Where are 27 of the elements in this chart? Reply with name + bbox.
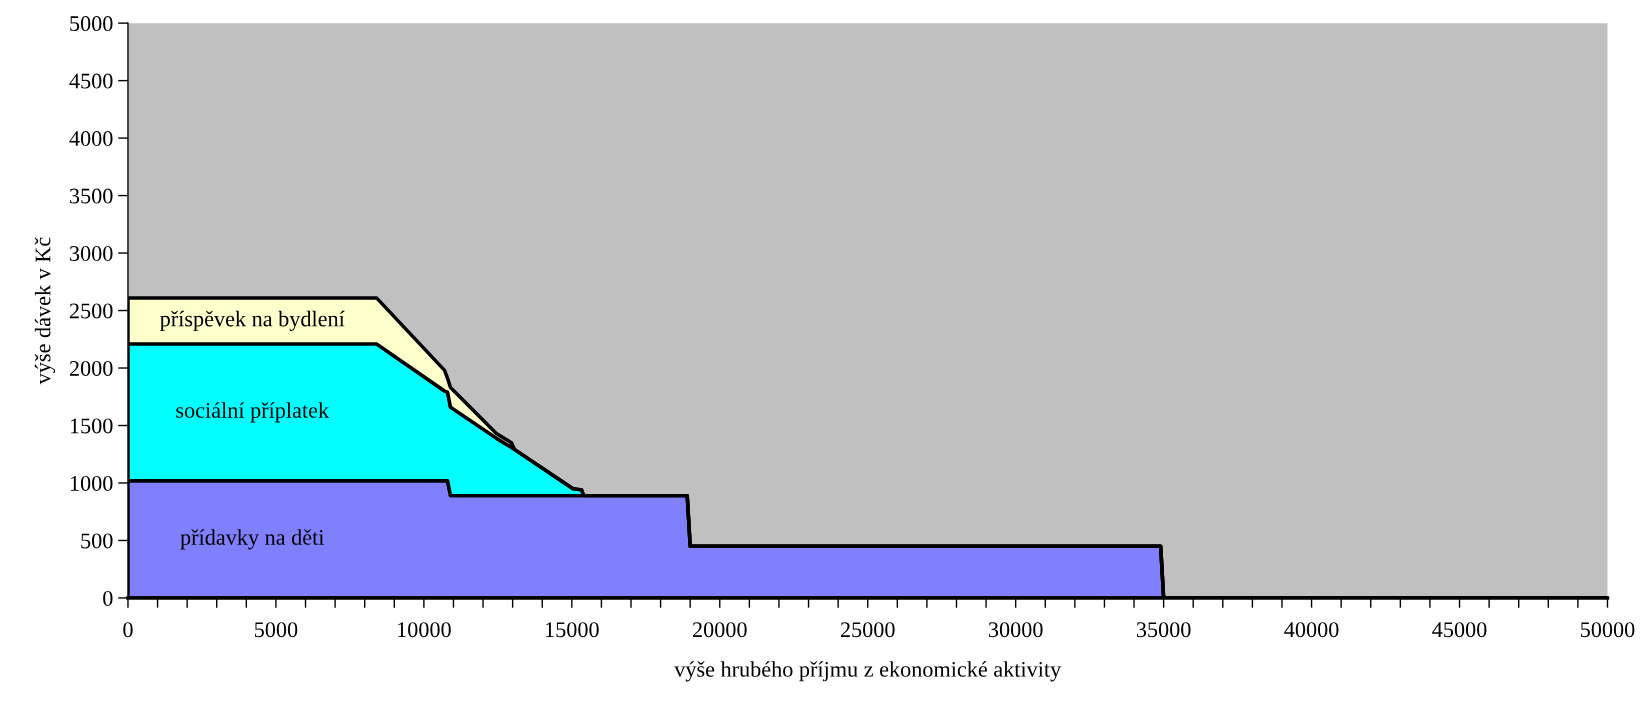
y-tick-label: 1500 xyxy=(70,418,113,434)
y-tick-label: 5000 xyxy=(70,16,113,32)
y-tick-label: 4500 xyxy=(69,73,113,89)
y-tick-label: 2000 xyxy=(69,360,113,376)
y-tick-label: 3000 xyxy=(70,245,113,261)
x-tick-label: 25000 xyxy=(840,622,895,638)
y-axis-title: výše dávek v Kč xyxy=(34,237,56,385)
y-tick-label: 3500 xyxy=(70,188,113,204)
x-tick-label: 35000 xyxy=(1136,622,1191,638)
x-tick-label: 45000 xyxy=(1432,622,1487,638)
x-tick-label: 0 xyxy=(123,622,133,638)
y-tick-label: 2500 xyxy=(69,303,113,319)
x-tick-label: 20000 xyxy=(692,622,747,638)
x-axis-title: výše hrubého příjmu z ekonomické aktivity xyxy=(674,661,1062,682)
x-tick-label: 30000 xyxy=(988,622,1043,638)
series-label: sociální příplatek xyxy=(176,402,330,423)
y-tick-label: 1000 xyxy=(70,475,113,491)
x-tick-label: 15000 xyxy=(546,622,599,638)
x-tick-label: 10000 xyxy=(398,622,451,638)
y-tick-label: 4000 xyxy=(69,131,113,147)
y-tick-label: 0 xyxy=(103,590,113,606)
series-label: příspěvek na bydlení xyxy=(160,310,345,332)
x-tick-label: 40000 xyxy=(1284,622,1339,638)
y-tick-label: 500 xyxy=(81,533,113,549)
x-tick-label: 50000 xyxy=(1580,622,1635,638)
x-tick-label: 5000 xyxy=(254,622,298,638)
series-label: přídavky na děti xyxy=(180,529,325,550)
